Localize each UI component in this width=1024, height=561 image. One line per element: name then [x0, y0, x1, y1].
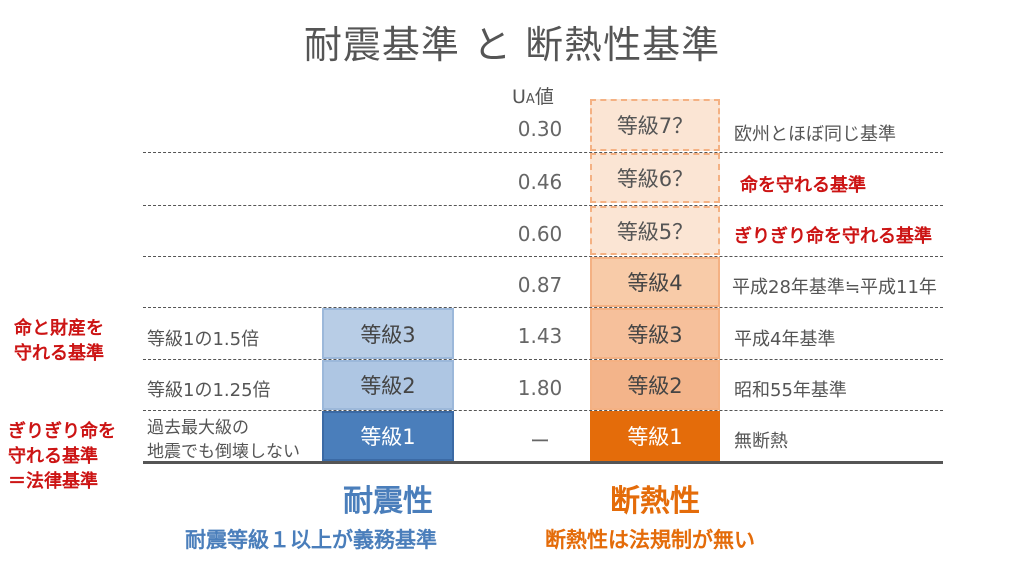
ua-value-header: UA値 [512, 86, 554, 108]
row-divider [143, 205, 943, 206]
left-note-top: 命と財産を 守れる基準 [14, 318, 104, 364]
ua-value: 0.87 [517, 273, 563, 297]
seismic-note: 等級1の1.5倍 [147, 329, 260, 350]
insulation-grade-5: 等級5？ [590, 206, 720, 255]
page-title: 耐震基準 と 断熱性基準 [303, 23, 721, 67]
insulation-grade-6: 等級6？ [590, 153, 720, 203]
baseline [143, 461, 943, 464]
insulation-note: 平成4年基準 [734, 329, 836, 350]
insulation-note: 昭和55年基準 [734, 380, 847, 401]
ua-value: ー [530, 429, 550, 453]
seismic-grade-2: 等級2 [322, 360, 454, 410]
insulation-note: ぎりぎり命を守れる基準 [734, 226, 932, 247]
ua-value: 0.60 [517, 222, 563, 246]
row-divider [143, 307, 943, 308]
ua-value: 1.43 [517, 324, 563, 348]
insulation-note: 命を守れる基準 [740, 175, 866, 196]
seismic-grade-1: 等級1 [322, 411, 454, 461]
row-divider [143, 152, 943, 153]
seismic-note: 地震でも倒壊しない [147, 442, 300, 462]
insulation-note: 平成28年基準≒平成11年 [732, 277, 937, 298]
insulation-grade-1: 等級1 [590, 411, 720, 461]
left-note-bottom: ぎりぎり命を 守れる基準 ＝法律基準 [8, 421, 116, 492]
seismic-note: 等級1の1.25倍 [147, 380, 271, 401]
insulation-grade-7: 等級7？ [590, 99, 720, 151]
insulation-note: 欧州とほぼ同じ基準 [734, 124, 896, 145]
insulation-caption: 断熱性 [610, 484, 700, 519]
ua-value: 1.80 [517, 376, 563, 400]
row-divider [143, 256, 943, 257]
ua-value: 0.46 [517, 170, 563, 194]
insulation-grade-3: 等級3 [590, 308, 720, 359]
seismic-grade-3: 等級3 [322, 308, 454, 359]
insulation-grade-4: 等級4 [590, 257, 720, 307]
seismic-caption: 耐震性 [343, 484, 433, 519]
insulation-note: 無断熱 [734, 431, 788, 452]
insulation-grade-2: 等級2 [590, 360, 720, 410]
row-divider [143, 410, 943, 411]
ua-value: 0.30 [517, 117, 563, 141]
seismic-subcaption: 耐震等級１以上が義務基準 [185, 528, 437, 552]
row-divider [143, 359, 943, 360]
seismic-note: 過去最大級の [147, 418, 249, 438]
insulation-subcaption: 断熱性は法規制が無い [545, 528, 755, 552]
